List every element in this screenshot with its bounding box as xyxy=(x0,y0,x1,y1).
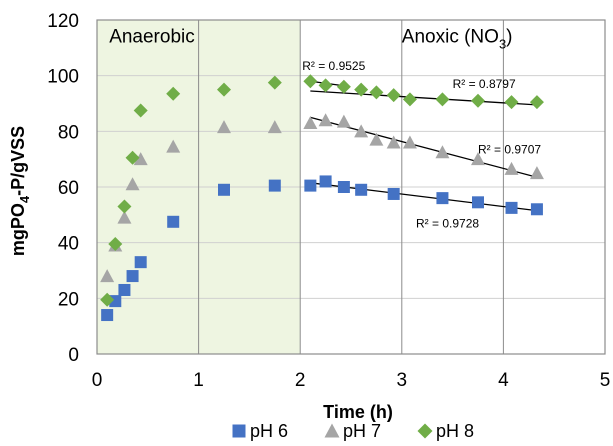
data-point-series-0 xyxy=(126,270,139,283)
data-point-series-1 xyxy=(125,177,140,191)
data-point-series-2 xyxy=(386,88,401,103)
y-tick-labels: 0 20 40 60 80 100 120 xyxy=(47,11,79,366)
data-point-series-0 xyxy=(436,192,449,205)
data-point-series-0 xyxy=(268,179,281,192)
data-point-series-1 xyxy=(386,135,401,149)
legend-marker-series-2 xyxy=(417,423,433,439)
y-axis-title: mgPO4-P/gVSS xyxy=(8,126,32,256)
r2-label-ph8-initial: R² = 0.9525 xyxy=(302,59,365,73)
data-point-series-1 xyxy=(100,269,115,283)
data-point-series-2 xyxy=(100,292,115,307)
data-point-series-2 xyxy=(108,237,123,252)
data-point-series-0 xyxy=(387,187,400,200)
data-point-series-2 xyxy=(402,92,417,107)
data-points xyxy=(100,74,544,322)
data-point-series-2 xyxy=(166,86,181,101)
data-point-series-1 xyxy=(318,113,333,127)
r2-label-ph8: R² = 0.8797 xyxy=(453,77,516,91)
x-tick-label: 1 xyxy=(193,370,204,391)
region-label-anaerobic: Anaerobic xyxy=(109,26,195,47)
legend-label-series-0: pH 6 xyxy=(250,421,288,441)
r2-label-ph6: R² = 0.9728 xyxy=(416,216,479,230)
data-point-series-1 xyxy=(217,120,231,134)
r2-label-ph7: R² = 0.9707 xyxy=(478,143,541,157)
data-point-series-0 xyxy=(134,256,147,269)
data-point-series-1 xyxy=(369,132,384,146)
data-point-series-0 xyxy=(505,201,518,214)
legend-marker-series-0 xyxy=(232,424,246,438)
data-point-series-1 xyxy=(402,135,417,149)
data-point-series-2 xyxy=(504,95,519,110)
data-point-series-0 xyxy=(337,181,350,193)
data-point-series-1 xyxy=(354,124,369,138)
data-point-series-2 xyxy=(217,82,231,97)
data-point-series-2 xyxy=(267,75,282,90)
data-point-series-0 xyxy=(530,203,543,216)
data-point-series-0 xyxy=(218,183,230,196)
data-point-series-2 xyxy=(435,92,450,107)
data-point-series-1 xyxy=(117,210,132,224)
x-tick-label: 4 xyxy=(498,370,509,391)
legend-label-series-2: pH 8 xyxy=(436,421,474,441)
plot-frame xyxy=(96,19,606,355)
data-point-series-1 xyxy=(504,161,519,175)
x-axis-title: Time (h) xyxy=(323,402,393,422)
legend-marker-series-1 xyxy=(324,423,340,438)
data-point-series-2 xyxy=(369,85,384,100)
data-point-series-1 xyxy=(133,152,148,166)
data-point-series-2 xyxy=(529,95,544,110)
y-tick-label: 0 xyxy=(68,345,79,366)
legend: pH 6 pH 7 pH 8 xyxy=(232,421,474,441)
data-point-series-2 xyxy=(318,78,333,93)
region-label-anoxic-end: ) xyxy=(506,26,512,47)
region-label-anoxic-sub: 3 xyxy=(499,36,506,51)
data-point-series-2 xyxy=(354,82,369,97)
data-point-series-2 xyxy=(303,74,318,89)
data-point-series-0 xyxy=(304,179,317,192)
data-point-series-1 xyxy=(435,145,450,159)
data-point-series-2 xyxy=(336,79,351,94)
data-point-series-1 xyxy=(336,114,351,128)
y-tick-label: 80 xyxy=(58,122,79,143)
data-point-series-0 xyxy=(472,196,484,209)
region-label-anoxic: Anoxic (NO3) xyxy=(402,26,513,51)
data-point-series-0 xyxy=(355,183,368,196)
y-axis-title-main: mgPO xyxy=(8,203,28,256)
data-point-series-1 xyxy=(529,166,544,180)
data-point-series-0 xyxy=(118,283,131,296)
x-tick-label: 5 xyxy=(600,370,611,391)
data-point-series-2 xyxy=(133,103,148,118)
data-point-series-1 xyxy=(303,115,318,129)
y-tick-label: 120 xyxy=(47,11,79,32)
x-tick-label: 2 xyxy=(295,370,306,391)
data-point-series-0 xyxy=(101,309,114,322)
data-point-series-0 xyxy=(319,175,332,188)
y-tick-label: 100 xyxy=(47,67,79,88)
y-tick-label: 40 xyxy=(58,234,79,255)
data-point-series-1 xyxy=(267,120,282,134)
trend-line-series-2 xyxy=(310,90,537,106)
data-point-series-0 xyxy=(167,215,180,228)
region-label-anoxic-main: Anoxic (NO xyxy=(402,26,499,47)
x-tick-label: 0 xyxy=(92,370,103,391)
y-tick-label: 60 xyxy=(58,178,79,199)
data-point-series-1 xyxy=(166,139,181,153)
x-tick-labels: 0 1 2 3 4 5 xyxy=(92,370,611,391)
x-tick-label: 3 xyxy=(397,370,408,391)
data-point-series-1 xyxy=(471,152,485,166)
y-axis-title-rest: -P/gVSS xyxy=(8,126,28,196)
data-point-series-2 xyxy=(117,199,132,214)
data-point-series-2 xyxy=(471,93,485,108)
data-point-series-2 xyxy=(125,150,140,165)
y-axis-title-sub: 4 xyxy=(17,195,32,203)
y-tick-label: 20 xyxy=(58,289,79,310)
legend-label-series-1: pH 7 xyxy=(343,421,381,441)
